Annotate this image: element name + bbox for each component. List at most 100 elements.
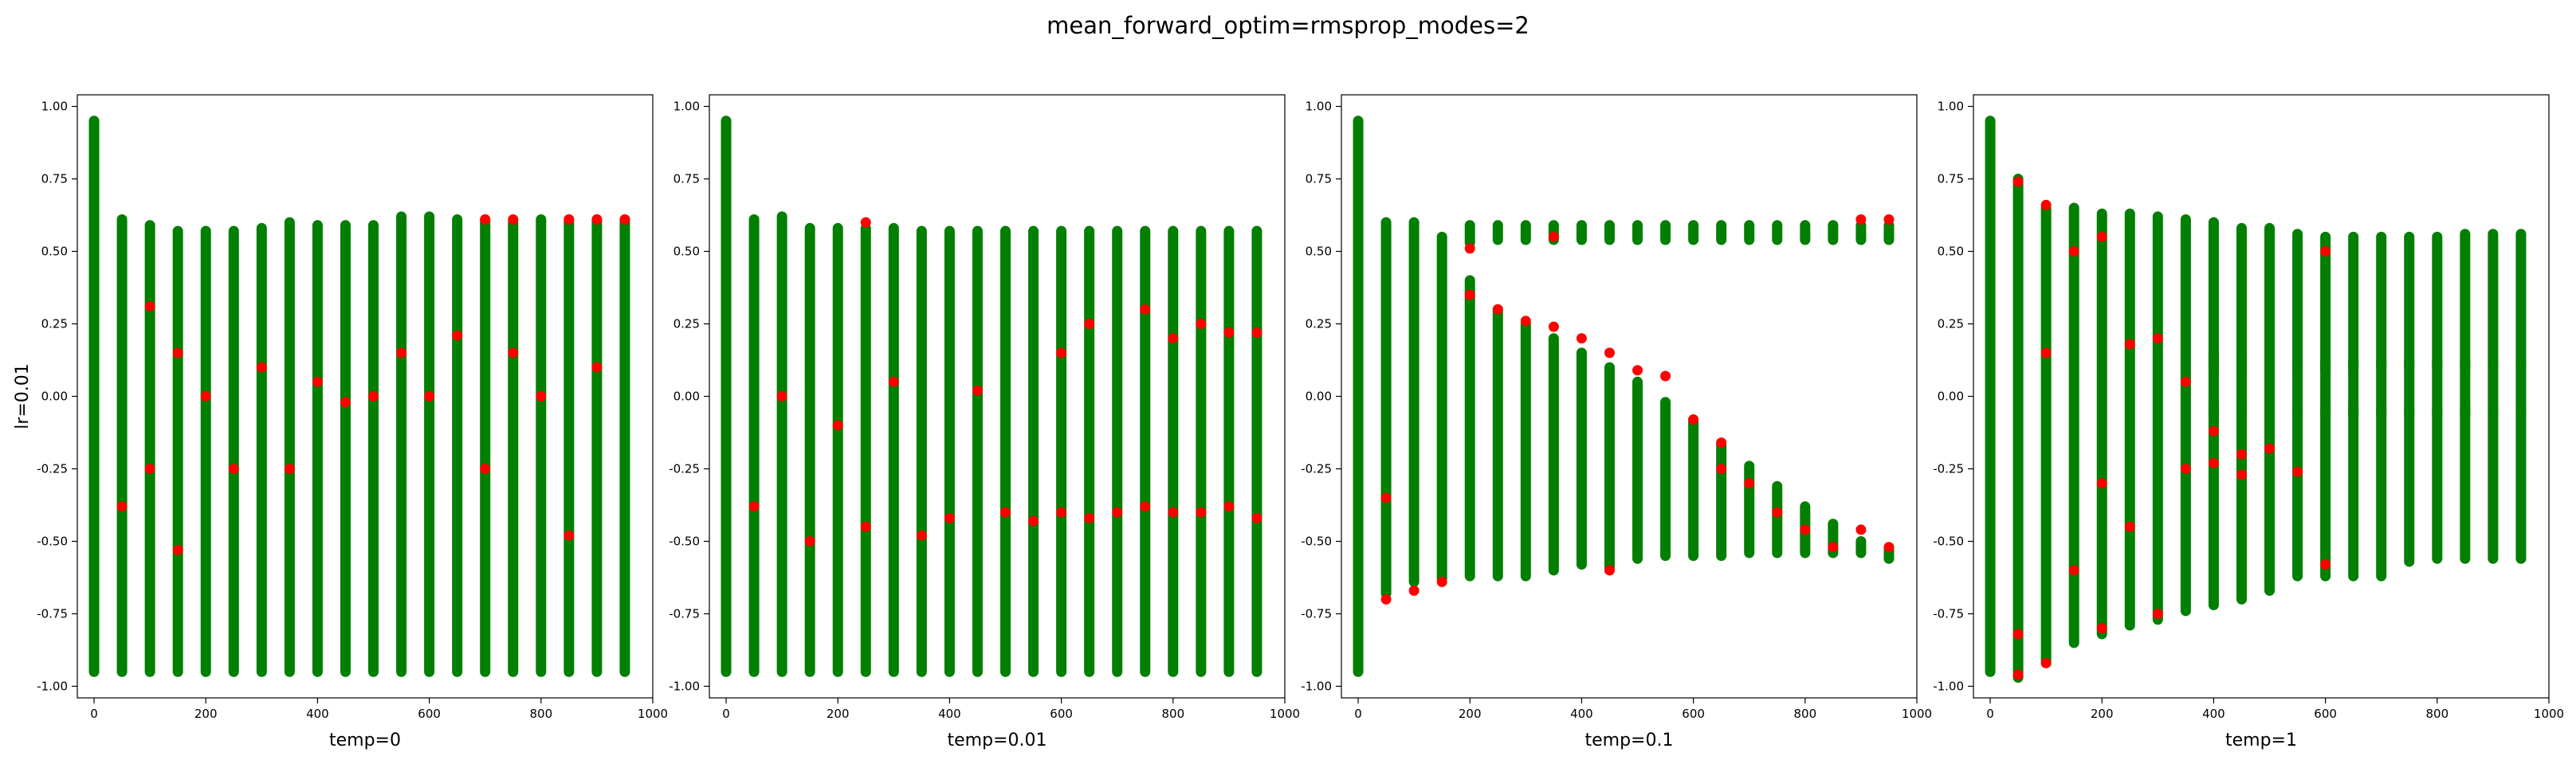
data-point [748, 501, 760, 512]
data-column [340, 220, 351, 677]
data-column [312, 220, 323, 677]
data-column [144, 220, 155, 677]
data-point [1576, 333, 1587, 344]
data-point [1084, 512, 1095, 523]
y-tick-label: -1.00 [1933, 679, 1964, 693]
data-point [2292, 466, 2303, 477]
y-tick-label: -1.00 [37, 679, 68, 693]
y-tick-label: -0.75 [1933, 606, 1964, 621]
y-tick-label: 0.50 [1306, 245, 1332, 259]
data-point [228, 463, 239, 474]
data-point [916, 530, 927, 541]
y-tick-label: 0.25 [41, 317, 68, 331]
data-column [2488, 402, 2499, 419]
data-column [2515, 356, 2527, 373]
data-column [888, 222, 899, 677]
data-point [1196, 319, 1207, 330]
y-tick-label: 0.50 [41, 245, 68, 259]
x-tick-label: 800 [1161, 707, 1184, 721]
x-tick-label: 600 [1682, 707, 1705, 721]
data-point [116, 501, 128, 512]
data-column [1716, 437, 1727, 562]
data-point [2320, 559, 2331, 570]
data-point [1688, 414, 1699, 425]
data-point [1380, 594, 1392, 605]
data-point [832, 420, 843, 431]
data-point [2236, 449, 2247, 460]
data-point [1855, 524, 1867, 535]
data-point [2152, 333, 2163, 344]
data-column [2180, 214, 2191, 617]
data-column [536, 214, 547, 677]
data-column [508, 217, 519, 677]
data-point [2068, 565, 2079, 576]
data-point [256, 362, 267, 373]
x-tick-label: 600 [418, 707, 441, 721]
data-point [1196, 507, 1207, 518]
data-point [1251, 512, 1262, 523]
plot-area [1353, 116, 1895, 677]
x-tick-label: 200 [827, 707, 850, 721]
y-tick-label: 0.25 [1938, 317, 1964, 331]
data-column [228, 225, 239, 677]
y-tick-label: 0.00 [41, 390, 68, 404]
data-column [1985, 116, 1996, 677]
data-column [1464, 220, 1475, 249]
data-point [1000, 507, 1011, 518]
data-point [1168, 507, 1179, 518]
data-point [1744, 478, 1755, 489]
data-point [480, 214, 491, 225]
data-column [2460, 229, 2471, 564]
y-tick-label: 0.50 [673, 245, 700, 259]
data-column [2515, 229, 2527, 564]
data-column [972, 225, 983, 677]
data-point [368, 391, 379, 402]
data-column [619, 214, 630, 677]
data-column [1520, 319, 1531, 582]
y-tick-label: 0.75 [673, 172, 700, 186]
data-point [2096, 623, 2107, 634]
data-point [2236, 469, 2247, 480]
data-column [748, 214, 760, 677]
data-column [424, 211, 435, 677]
data-column [1223, 225, 1235, 677]
data-column [591, 214, 603, 677]
x-axis-label: temp=0.01 [948, 731, 1047, 750]
data-column [944, 225, 955, 677]
data-column [2348, 356, 2359, 373]
data-column [1140, 225, 1151, 677]
data-column [1380, 217, 1392, 599]
data-point [1828, 542, 1839, 553]
data-column [2320, 356, 2331, 376]
y-tick-label: -0.50 [669, 534, 700, 548]
data-point [1056, 507, 1067, 518]
x-tick-label: 800 [529, 707, 552, 721]
data-point [888, 376, 899, 387]
data-column [2152, 211, 2163, 625]
x-axis-label: temp=0 [329, 731, 401, 750]
y-tick-label: -0.75 [669, 606, 700, 621]
y-tick-label: 0.00 [1938, 390, 1964, 404]
y-tick-label: 0.00 [673, 390, 700, 404]
data-column [1492, 220, 1503, 245]
data-column [200, 225, 211, 677]
x-tick-label: 800 [2425, 707, 2448, 721]
data-column [2012, 174, 2024, 684]
data-point [1772, 507, 1783, 518]
x-tick-label: 200 [1459, 707, 1482, 721]
x-tick-label: 1000 [1902, 707, 1932, 721]
data-point [1168, 333, 1179, 344]
data-point [2040, 657, 2052, 668]
plot-area [1985, 116, 2527, 684]
x-tick-label: 200 [194, 707, 218, 721]
data-point [2180, 376, 2191, 387]
data-point [1112, 507, 1123, 518]
subplot-0: -1.00 -0.75 -0.50 -0.25 0.00 0.25 0.50 0.75 1.00… [13, 94, 668, 750]
x-tick-label: 0 [1986, 707, 1994, 721]
data-point [144, 301, 155, 312]
data-point [1028, 515, 1039, 527]
data-point [591, 362, 603, 373]
data-column [564, 214, 575, 677]
data-column [1492, 304, 1503, 582]
